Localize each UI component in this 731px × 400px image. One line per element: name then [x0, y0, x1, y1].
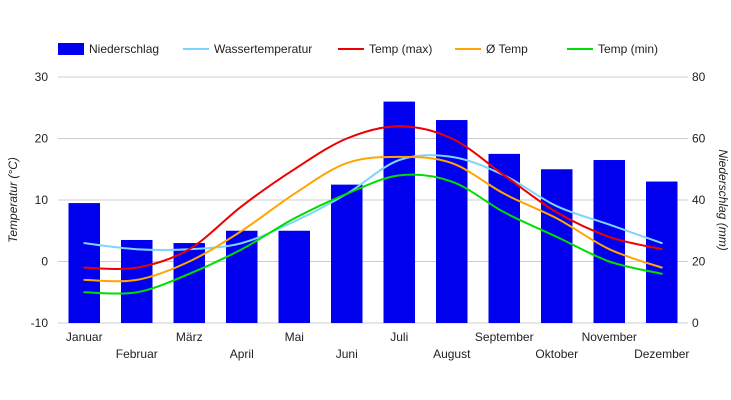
x-tick-label: Oktober — [535, 347, 578, 361]
x-tick-label: März — [176, 330, 203, 344]
precipitation-bar — [646, 181, 678, 323]
right-tick-label: 40 — [692, 193, 706, 207]
legend-label: Temp (max) — [369, 42, 432, 56]
x-tick-label: Dezember — [634, 347, 689, 361]
precipitation-bar — [383, 101, 415, 323]
series-line-temp — [83, 155, 663, 283]
right-tick-label: 20 — [692, 255, 706, 269]
legend-label: Temp (min) — [598, 42, 658, 56]
x-tick-label: November — [582, 330, 637, 344]
x-tick-label: April — [230, 347, 254, 361]
series-line-temp-max — [83, 125, 663, 270]
left-tick-label: -10 — [31, 316, 49, 330]
left-tick-label: 20 — [35, 132, 49, 146]
left-tick-label: 0 — [41, 255, 48, 269]
right-tick-label: 80 — [692, 70, 706, 84]
legend-label: Niederschlag — [89, 42, 159, 56]
x-tick-label: Februar — [116, 347, 158, 361]
temperature-lines — [83, 125, 663, 295]
precipitation-bar — [541, 169, 573, 323]
right-axis-title: Niederschlag (mm) — [716, 149, 730, 250]
precipitation-bar — [488, 153, 520, 323]
left-tick-label: 10 — [35, 193, 49, 207]
precipitation-bar — [68, 203, 100, 323]
precipitation-bar — [593, 160, 625, 323]
x-tick-label: Juli — [390, 330, 408, 344]
right-tick-label: 60 — [692, 132, 706, 146]
legend: Niederschlag Wassertemperatur Temp (max) Ø … — [58, 42, 658, 56]
series-line-wassertemperatur — [83, 154, 663, 251]
right-tick-label: 0 — [692, 316, 699, 330]
legend-label: Ø Temp — [486, 42, 528, 56]
x-tick-label: Juni — [336, 347, 358, 361]
precipitation-bars — [68, 101, 678, 323]
x-tick-label: Mai — [285, 330, 304, 344]
x-tick-label: Januar — [66, 330, 103, 344]
x-tick-label: August — [433, 347, 471, 361]
axis-ticks: -10 0 10 20 30 0 20 40 60 80 Januar Februar März Apri… — [31, 70, 706, 361]
precipitation-bar — [278, 230, 310, 323]
x-tick-label: September — [475, 330, 534, 344]
left-tick-label: 30 — [35, 70, 49, 84]
precipitation-bar — [331, 184, 363, 323]
legend-swatch — [58, 43, 84, 55]
left-axis-title: Temperatur (°C) — [6, 157, 20, 243]
legend-label: Wassertemperatur — [214, 42, 312, 56]
series-line-temp-min — [83, 173, 663, 295]
precipitation-bar — [436, 120, 468, 323]
